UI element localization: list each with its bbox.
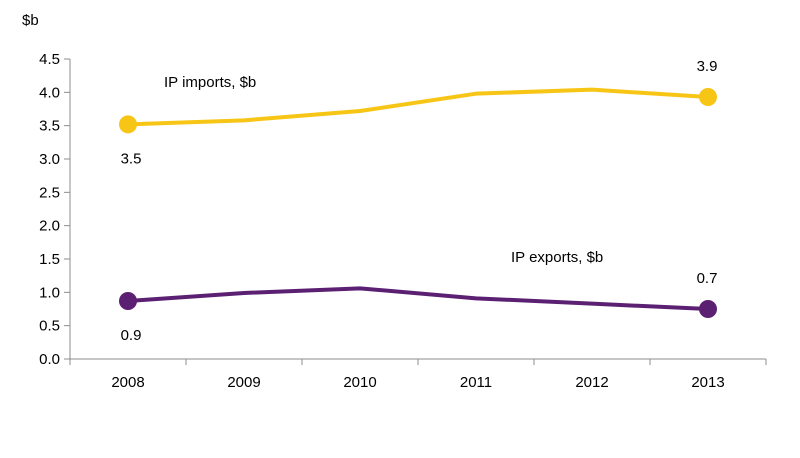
data-label: 0.9: [121, 327, 142, 344]
y-tick-label: 4.5: [39, 51, 60, 68]
x-tick-label: 2011: [460, 374, 492, 391]
x-tick-label: 2013: [691, 374, 724, 391]
data-label: 3.9: [697, 58, 718, 75]
x-tick-label: 2008: [111, 374, 144, 391]
y-axis-title: $b: [22, 12, 39, 29]
data-label: 0.7: [697, 270, 718, 287]
y-tick-label: 3.0: [39, 151, 60, 168]
y-tick-label: 3.5: [39, 118, 60, 135]
data-point-marker: [119, 292, 137, 310]
series-layer: 3.5 3.9 0.9 0.7 IP imports, $b IP exports, $b: [119, 58, 717, 344]
y-axis-ticks: 0.0 0.5 1.0 1.5 2.0 2.5 3.0 3.5 4.0 4.5: [39, 51, 70, 368]
data-label: 3.5: [121, 150, 142, 167]
y-tick-label: 4.0: [39, 84, 60, 101]
y-tick-label: 1.5: [39, 251, 60, 268]
series-line-1: [126, 286, 710, 311]
x-tick-label: 2009: [227, 374, 260, 391]
x-tick-label: 2012: [575, 374, 608, 391]
y-tick-label: 1.0: [39, 284, 60, 301]
series-line-0: [126, 87, 710, 127]
y-tick-label: 0.5: [39, 318, 60, 335]
y-tick-label: 2.5: [39, 184, 60, 201]
series-name-label: IP exports, $b: [511, 249, 603, 266]
x-tick-label: 2010: [343, 374, 376, 391]
series-name-label: IP imports, $b: [164, 74, 256, 91]
data-point-marker: [699, 300, 717, 318]
y-tick-label: 0.0: [39, 351, 60, 368]
y-tick-label: 2.0: [39, 218, 60, 235]
data-point-marker: [699, 88, 717, 106]
x-axis-ticks: 2008 2009 2010 2011 2012 2013: [69, 359, 767, 391]
data-point-marker: [119, 115, 137, 134]
